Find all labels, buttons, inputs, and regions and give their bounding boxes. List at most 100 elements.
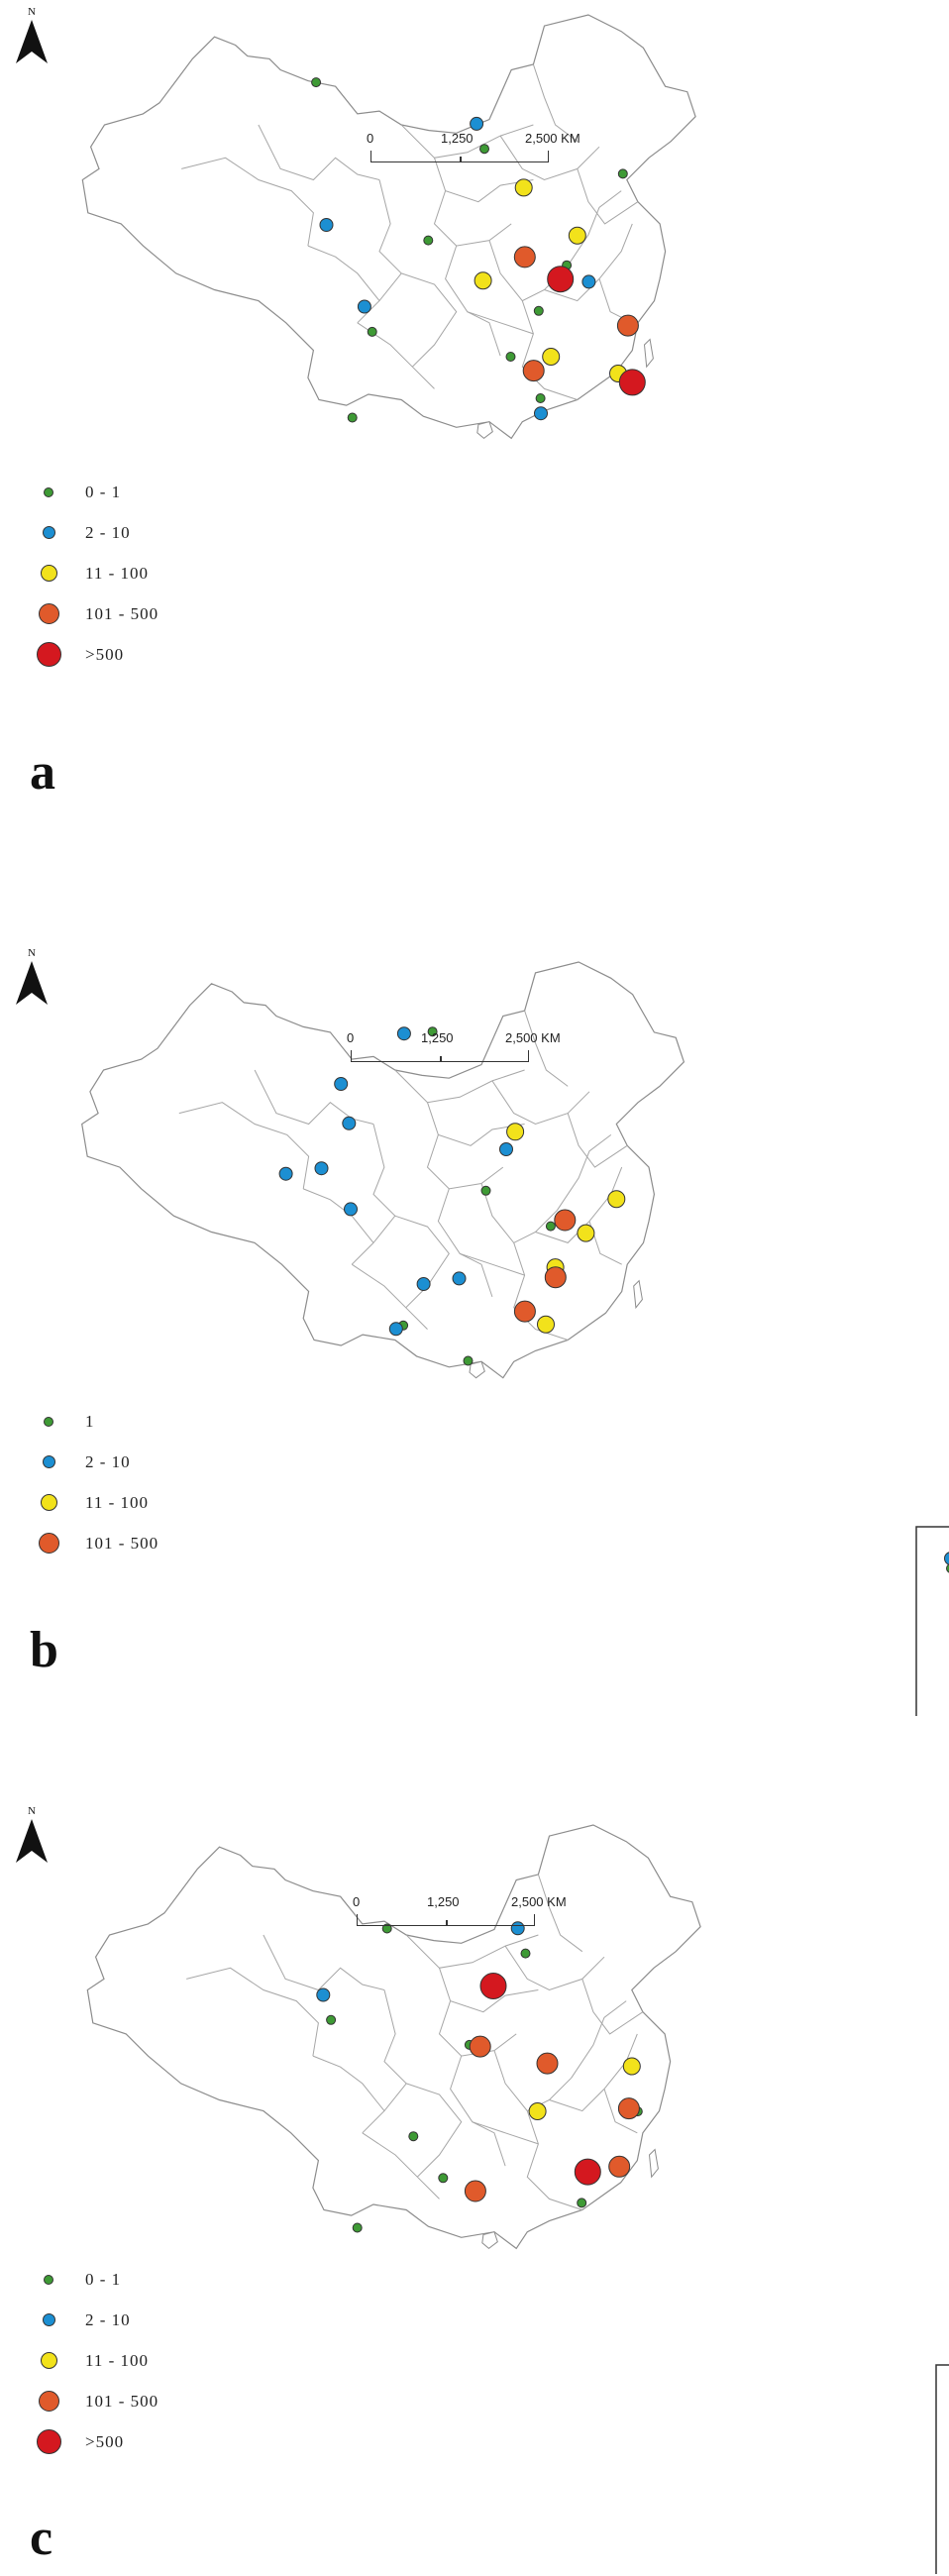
city-point [357, 299, 371, 314]
scale-label-0: 0 [347, 1030, 355, 1045]
city-point [581, 274, 596, 289]
city-point [474, 271, 492, 290]
province-boundary [472, 2121, 539, 2145]
island-outline [481, 2231, 498, 2250]
city-point [617, 2097, 640, 2120]
legend: 1 2 - 10 11 - 100 101 - 500 [34, 1401, 158, 1563]
province-boundary [307, 245, 380, 301]
province-boundary [263, 1934, 385, 1991]
city-point [311, 77, 322, 88]
province-boundary [405, 1934, 539, 1969]
city-point [616, 314, 639, 337]
scale-label-2500: 2,500 KM [505, 1030, 561, 1045]
city-point [544, 1266, 567, 1289]
city-point [536, 2052, 559, 2075]
city-point [463, 1355, 474, 1366]
city-point [408, 2131, 419, 2142]
province-boundary [460, 1252, 525, 1276]
city-point [535, 393, 546, 403]
panel-label: a [30, 744, 55, 801]
legend: 0 - 1 2 - 10 11 - 100 101 - 500 >500 [34, 472, 158, 675]
city-point [513, 246, 536, 268]
province-boundary [499, 135, 600, 181]
province-boundary [566, 190, 622, 268]
china-map-c [86, 1824, 949, 2574]
city-point [534, 406, 548, 421]
province-boundary [303, 1188, 374, 1243]
north-label: N [28, 6, 36, 18]
map-panel-b: N 0 1,250 2,500 KM 1 2 - 10 11 - 100 101… [0, 858, 949, 1716]
city-point [314, 1161, 329, 1176]
north-arrow-icon [16, 20, 48, 63]
province-boundary [178, 1102, 310, 1189]
province-boundary [400, 124, 534, 159]
province-boundary [526, 2110, 582, 2210]
province-boundary [401, 272, 458, 368]
north-arrow-icon [16, 1819, 48, 1863]
city-point [577, 1224, 595, 1242]
north-label: N [28, 1805, 36, 1817]
legend-item: 1 [34, 1401, 158, 1442]
city-point [554, 1209, 577, 1232]
province-boundary [450, 2055, 506, 2167]
legend-item: 11 - 100 [34, 553, 158, 593]
province-boundary [532, 63, 579, 143]
city-point [469, 2035, 491, 2058]
city-point [545, 1221, 556, 1232]
legend-item: >500 [34, 2421, 158, 2462]
map-panel-c: N 0 1,250 2,500 KM 0 - 1 2 - 10 11 - 100… [0, 1716, 949, 2574]
scale-label-0: 0 [353, 1894, 361, 1909]
province-boundary [524, 1010, 569, 1087]
city-point [334, 1077, 349, 1091]
city-point [618, 369, 646, 396]
province-boundary [394, 1215, 450, 1309]
city-point [344, 1202, 358, 1217]
city-point [278, 1166, 293, 1181]
legend-item: 11 - 100 [34, 1482, 158, 1523]
city-point [514, 178, 533, 197]
city-point [542, 348, 561, 366]
legend-item: 2 - 10 [34, 512, 158, 553]
province-boundary [535, 1166, 623, 1243]
province-boundary [254, 1069, 374, 1126]
city-point [479, 144, 489, 155]
province-boundary [186, 1967, 319, 2057]
panel-label: c [30, 2510, 53, 2566]
city-point [520, 1948, 531, 1959]
city-point [316, 1987, 331, 2002]
panel-label: b [30, 1622, 58, 1678]
legend-item: 0 - 1 [34, 2259, 158, 2300]
city-point [319, 218, 334, 232]
province-boundary [504, 1945, 605, 1991]
city-point [608, 2155, 631, 2178]
city-point [479, 1973, 507, 1999]
city-point [352, 2222, 363, 2233]
city-point [505, 352, 516, 362]
city-point [388, 1322, 403, 1337]
legend-item: 101 - 500 [34, 1523, 158, 1563]
province-boundary [549, 2033, 638, 2112]
city-point [607, 1190, 626, 1209]
scale-label-0: 0 [367, 131, 374, 146]
legend-item: 0 - 1 [34, 472, 158, 512]
province-boundary [351, 1124, 396, 1265]
north-arrow: N [14, 947, 50, 1010]
island-outline [469, 1360, 485, 1379]
city-point [452, 1271, 467, 1286]
city-point [342, 1116, 357, 1130]
province-boundary [312, 2055, 385, 2111]
map-panel-a: N 0 1,250 2,500 KM 0 - 1 2 - 10 11 - 100… [0, 0, 949, 858]
city-point [464, 2180, 486, 2202]
province-boundary [467, 311, 534, 335]
province-boundary [603, 2089, 638, 2134]
province-boundary [394, 1069, 525, 1104]
province-boundary [434, 158, 534, 203]
province-boundary [362, 1989, 407, 2134]
province-boundary [439, 1968, 539, 2013]
city-point [622, 2057, 641, 2076]
city-point [506, 1123, 525, 1141]
south-china-sea-inset [915, 1526, 949, 1716]
province-boundary [577, 168, 639, 225]
scale-label-1250: 1,250 [421, 1030, 454, 1045]
scale-bar: 0 1,250 2,500 KM [353, 1894, 610, 1938]
